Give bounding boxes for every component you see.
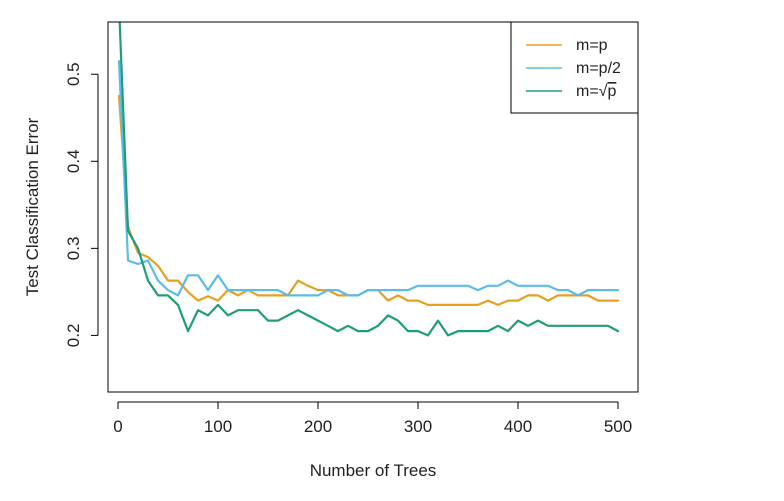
x-axis: 0 100 200 300 400 500 <box>113 401 632 436</box>
series-line-2 <box>117 60 620 297</box>
x-tick-label: 500 <box>604 417 632 436</box>
x-tick-label: 0 <box>113 417 122 436</box>
x-tick-label: 300 <box>404 417 432 436</box>
series-line-3 <box>118 22 620 337</box>
x-tick-label: 400 <box>504 417 532 436</box>
y-tick-label: 0.4 <box>64 149 83 173</box>
y-axis-title: Test Classification Error <box>23 117 42 296</box>
legend-label-2: m=p/2 <box>576 60 621 77</box>
legend-label-1: m=p <box>576 37 608 54</box>
legend: m=p m=p/2 m=√p <box>510 21 639 114</box>
series-layer <box>117 22 620 337</box>
y-tick-label: 0.3 <box>64 237 83 261</box>
legend-label-3: m=√p <box>576 83 616 100</box>
plot-frame <box>107 21 639 393</box>
series-line-1 <box>117 94 620 306</box>
x-axis-title: Number of Trees <box>310 461 437 480</box>
x-tick-label: 100 <box>204 417 232 436</box>
x-tick-label: 200 <box>304 417 332 436</box>
y-tick-label: 0.5 <box>64 62 83 86</box>
y-tick-label: 0.2 <box>64 324 83 348</box>
y-axis: 0.2 0.3 0.4 0.5 <box>64 62 99 348</box>
